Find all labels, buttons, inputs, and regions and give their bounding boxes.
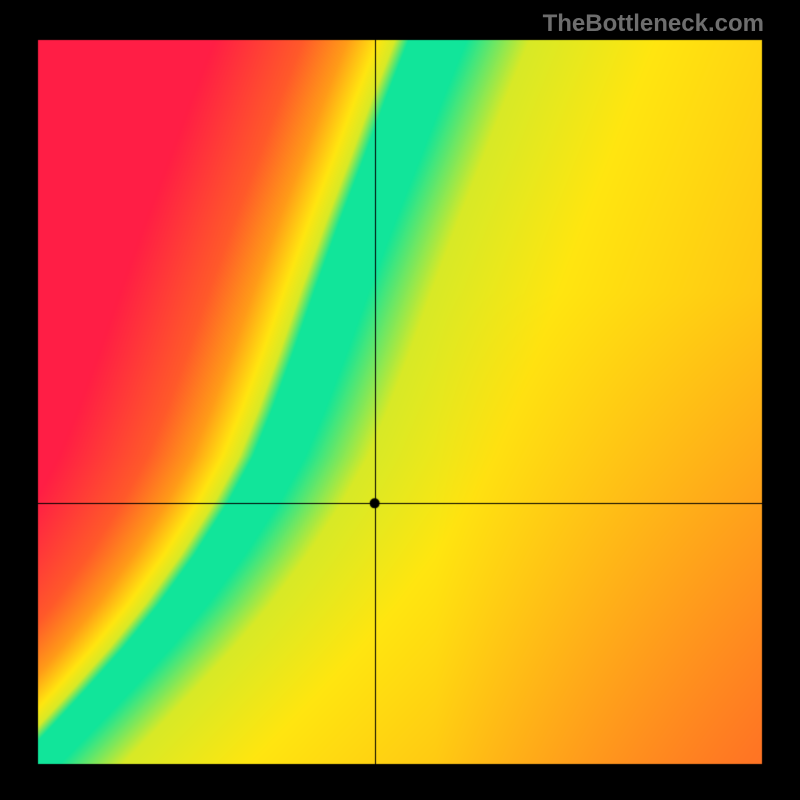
chart-container: { "watermark": { "text": "TheBottleneck.… (0, 0, 800, 800)
heatmap-canvas (0, 0, 800, 800)
watermark-text: TheBottleneck.com (543, 10, 764, 38)
